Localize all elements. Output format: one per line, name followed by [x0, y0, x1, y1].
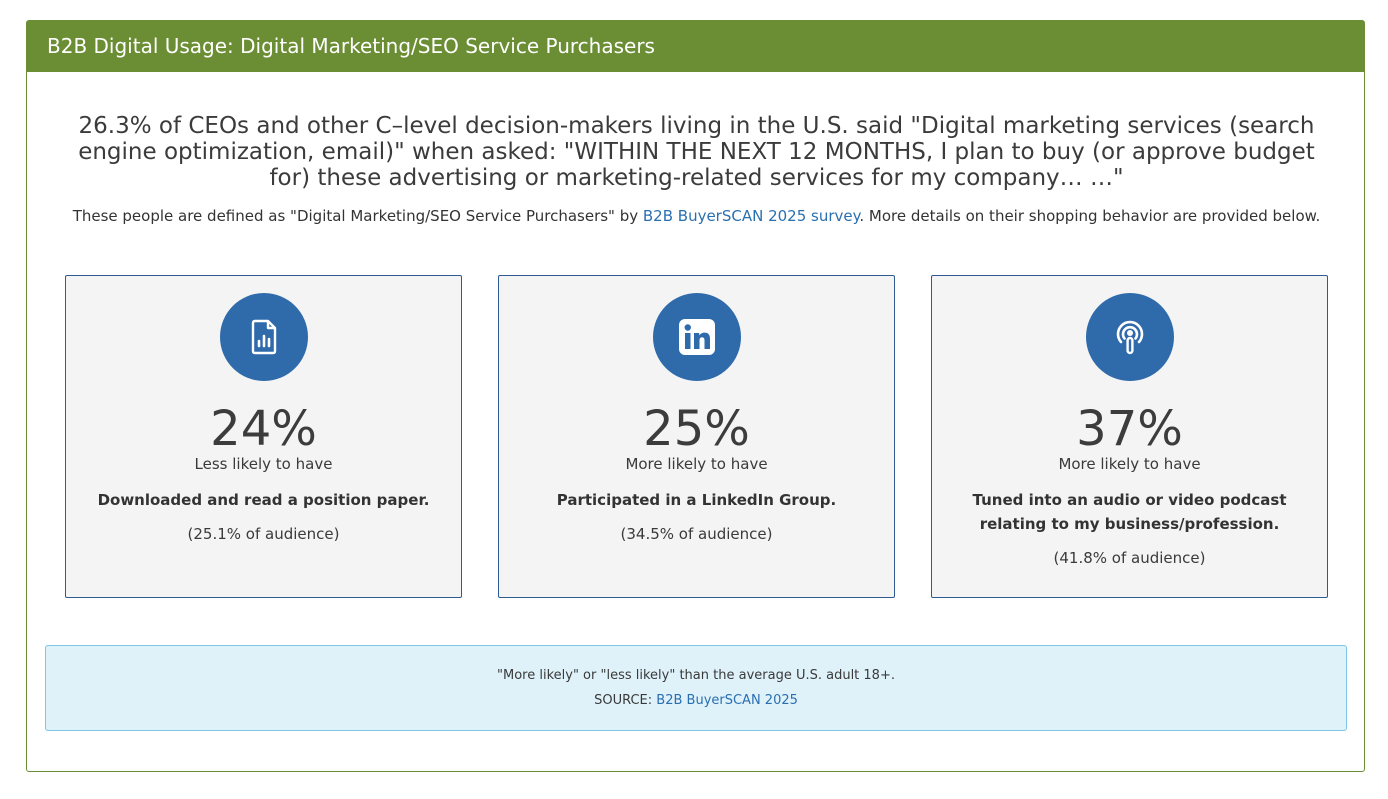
stat-cards: 24% Less likely to have Downloaded and r…: [65, 275, 1330, 598]
subline-text: These people are defined as "Digital Mar…: [72, 207, 643, 225]
stat-audience: (41.8% of audience): [1053, 549, 1206, 567]
source-line: SOURCE: B2B BuyerSCAN 2025: [46, 691, 1346, 711]
stat-card: 24% Less likely to have Downloaded and r…: [65, 275, 462, 598]
panel-title: B2B Digital Usage: Digital Marketing/SEO…: [27, 21, 1364, 72]
stat-card: 37% More likely to have Tuned into an au…: [931, 275, 1328, 598]
stat-percent: 37%: [1076, 401, 1183, 457]
stat-description: Participated in a LinkedIn Group.: [556, 491, 837, 509]
stat-description: Downloaded and read a position paper.: [97, 491, 430, 509]
stat-percent: 25%: [643, 401, 750, 457]
headline: 26.3% of CEOs and other C–level decision…: [78, 113, 1315, 191]
subline-text-end: . More details on their shopping behavio…: [859, 207, 1321, 225]
stat-description: Tuned into an audio or video podcast rel…: [972, 491, 1287, 533]
subline: These people are defined as "Digital Mar…: [67, 204, 1326, 228]
stat-likelihood: More likely to have: [625, 455, 768, 473]
stat-audience: (25.1% of audience): [187, 525, 340, 543]
stat-card: 25% More likely to have Participated in …: [498, 275, 895, 598]
podcast-icon: [1086, 293, 1174, 381]
footnote-box: "More likely" or "less likely" than the …: [45, 645, 1347, 731]
main-panel: B2B Digital Usage: Digital Marketing/SEO…: [26, 20, 1365, 772]
survey-link[interactable]: B2B BuyerSCAN 2025 survey: [642, 207, 860, 225]
stat-likelihood: Less likely to have: [194, 455, 333, 473]
document-chart-icon: [220, 293, 308, 381]
stat-percent: 24%: [210, 401, 317, 457]
stat-likelihood: More likely to have: [1058, 455, 1201, 473]
source-label: SOURCE:: [594, 693, 657, 708]
linkedin-icon: [653, 293, 741, 381]
footnote-text: "More likely" or "less likely" than the …: [497, 668, 895, 683]
source-link[interactable]: B2B BuyerSCAN 2025: [656, 693, 798, 708]
stat-audience: (34.5% of audience): [620, 525, 773, 543]
